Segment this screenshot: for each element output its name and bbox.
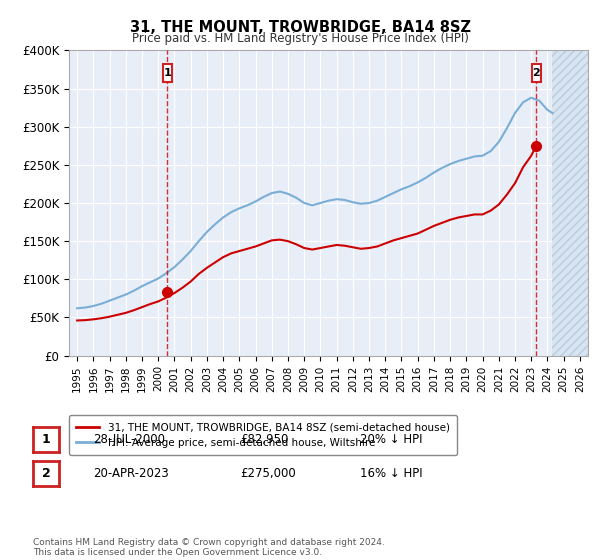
Text: 28-JUL-2000: 28-JUL-2000 — [93, 433, 165, 446]
Text: 1: 1 — [42, 433, 50, 446]
FancyBboxPatch shape — [532, 64, 541, 82]
Text: 20-APR-2023: 20-APR-2023 — [93, 466, 169, 480]
Text: 2: 2 — [42, 466, 50, 480]
Text: 2: 2 — [532, 68, 540, 78]
Text: £82,950: £82,950 — [240, 433, 289, 446]
Text: 31, THE MOUNT, TROWBRIDGE, BA14 8SZ: 31, THE MOUNT, TROWBRIDGE, BA14 8SZ — [130, 20, 470, 35]
Text: 16% ↓ HPI: 16% ↓ HPI — [360, 466, 422, 480]
FancyBboxPatch shape — [163, 64, 172, 82]
Text: 1: 1 — [164, 68, 172, 78]
Bar — [553, 50, 588, 356]
Text: £275,000: £275,000 — [240, 466, 296, 480]
Text: Contains HM Land Registry data © Crown copyright and database right 2024.
This d: Contains HM Land Registry data © Crown c… — [33, 538, 385, 557]
Text: Price paid vs. HM Land Registry's House Price Index (HPI): Price paid vs. HM Land Registry's House … — [131, 32, 469, 45]
Text: 20% ↓ HPI: 20% ↓ HPI — [360, 433, 422, 446]
Legend: 31, THE MOUNT, TROWBRIDGE, BA14 8SZ (semi-detached house), HPI: Average price, s: 31, THE MOUNT, TROWBRIDGE, BA14 8SZ (sem… — [69, 415, 457, 455]
